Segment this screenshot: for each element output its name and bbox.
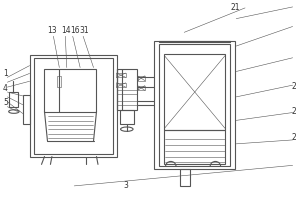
Text: 14: 14 xyxy=(61,26,70,35)
Bar xyxy=(137,76,145,81)
Bar xyxy=(9,92,18,107)
Bar xyxy=(34,58,113,154)
Text: 2: 2 xyxy=(291,82,296,91)
Bar xyxy=(30,55,117,157)
Bar xyxy=(164,54,225,130)
Bar xyxy=(137,86,145,90)
Text: 31: 31 xyxy=(80,26,89,35)
Bar xyxy=(164,130,225,164)
Bar xyxy=(44,69,97,112)
Text: 13: 13 xyxy=(47,26,57,35)
Text: 5: 5 xyxy=(3,98,8,107)
Text: 2: 2 xyxy=(291,133,296,142)
Bar xyxy=(159,41,230,42)
Bar xyxy=(116,83,126,87)
Text: 21: 21 xyxy=(230,3,240,12)
Bar xyxy=(154,41,235,169)
Bar xyxy=(116,73,126,77)
Bar xyxy=(117,69,136,110)
Bar xyxy=(180,169,190,186)
Text: 2: 2 xyxy=(291,107,296,116)
Bar xyxy=(57,76,62,87)
Bar xyxy=(120,110,134,124)
Text: 1: 1 xyxy=(3,69,8,78)
Text: 4: 4 xyxy=(3,84,8,93)
Bar xyxy=(159,44,230,166)
Bar xyxy=(23,95,30,124)
Text: 16: 16 xyxy=(70,26,80,35)
Text: 3: 3 xyxy=(124,181,129,190)
